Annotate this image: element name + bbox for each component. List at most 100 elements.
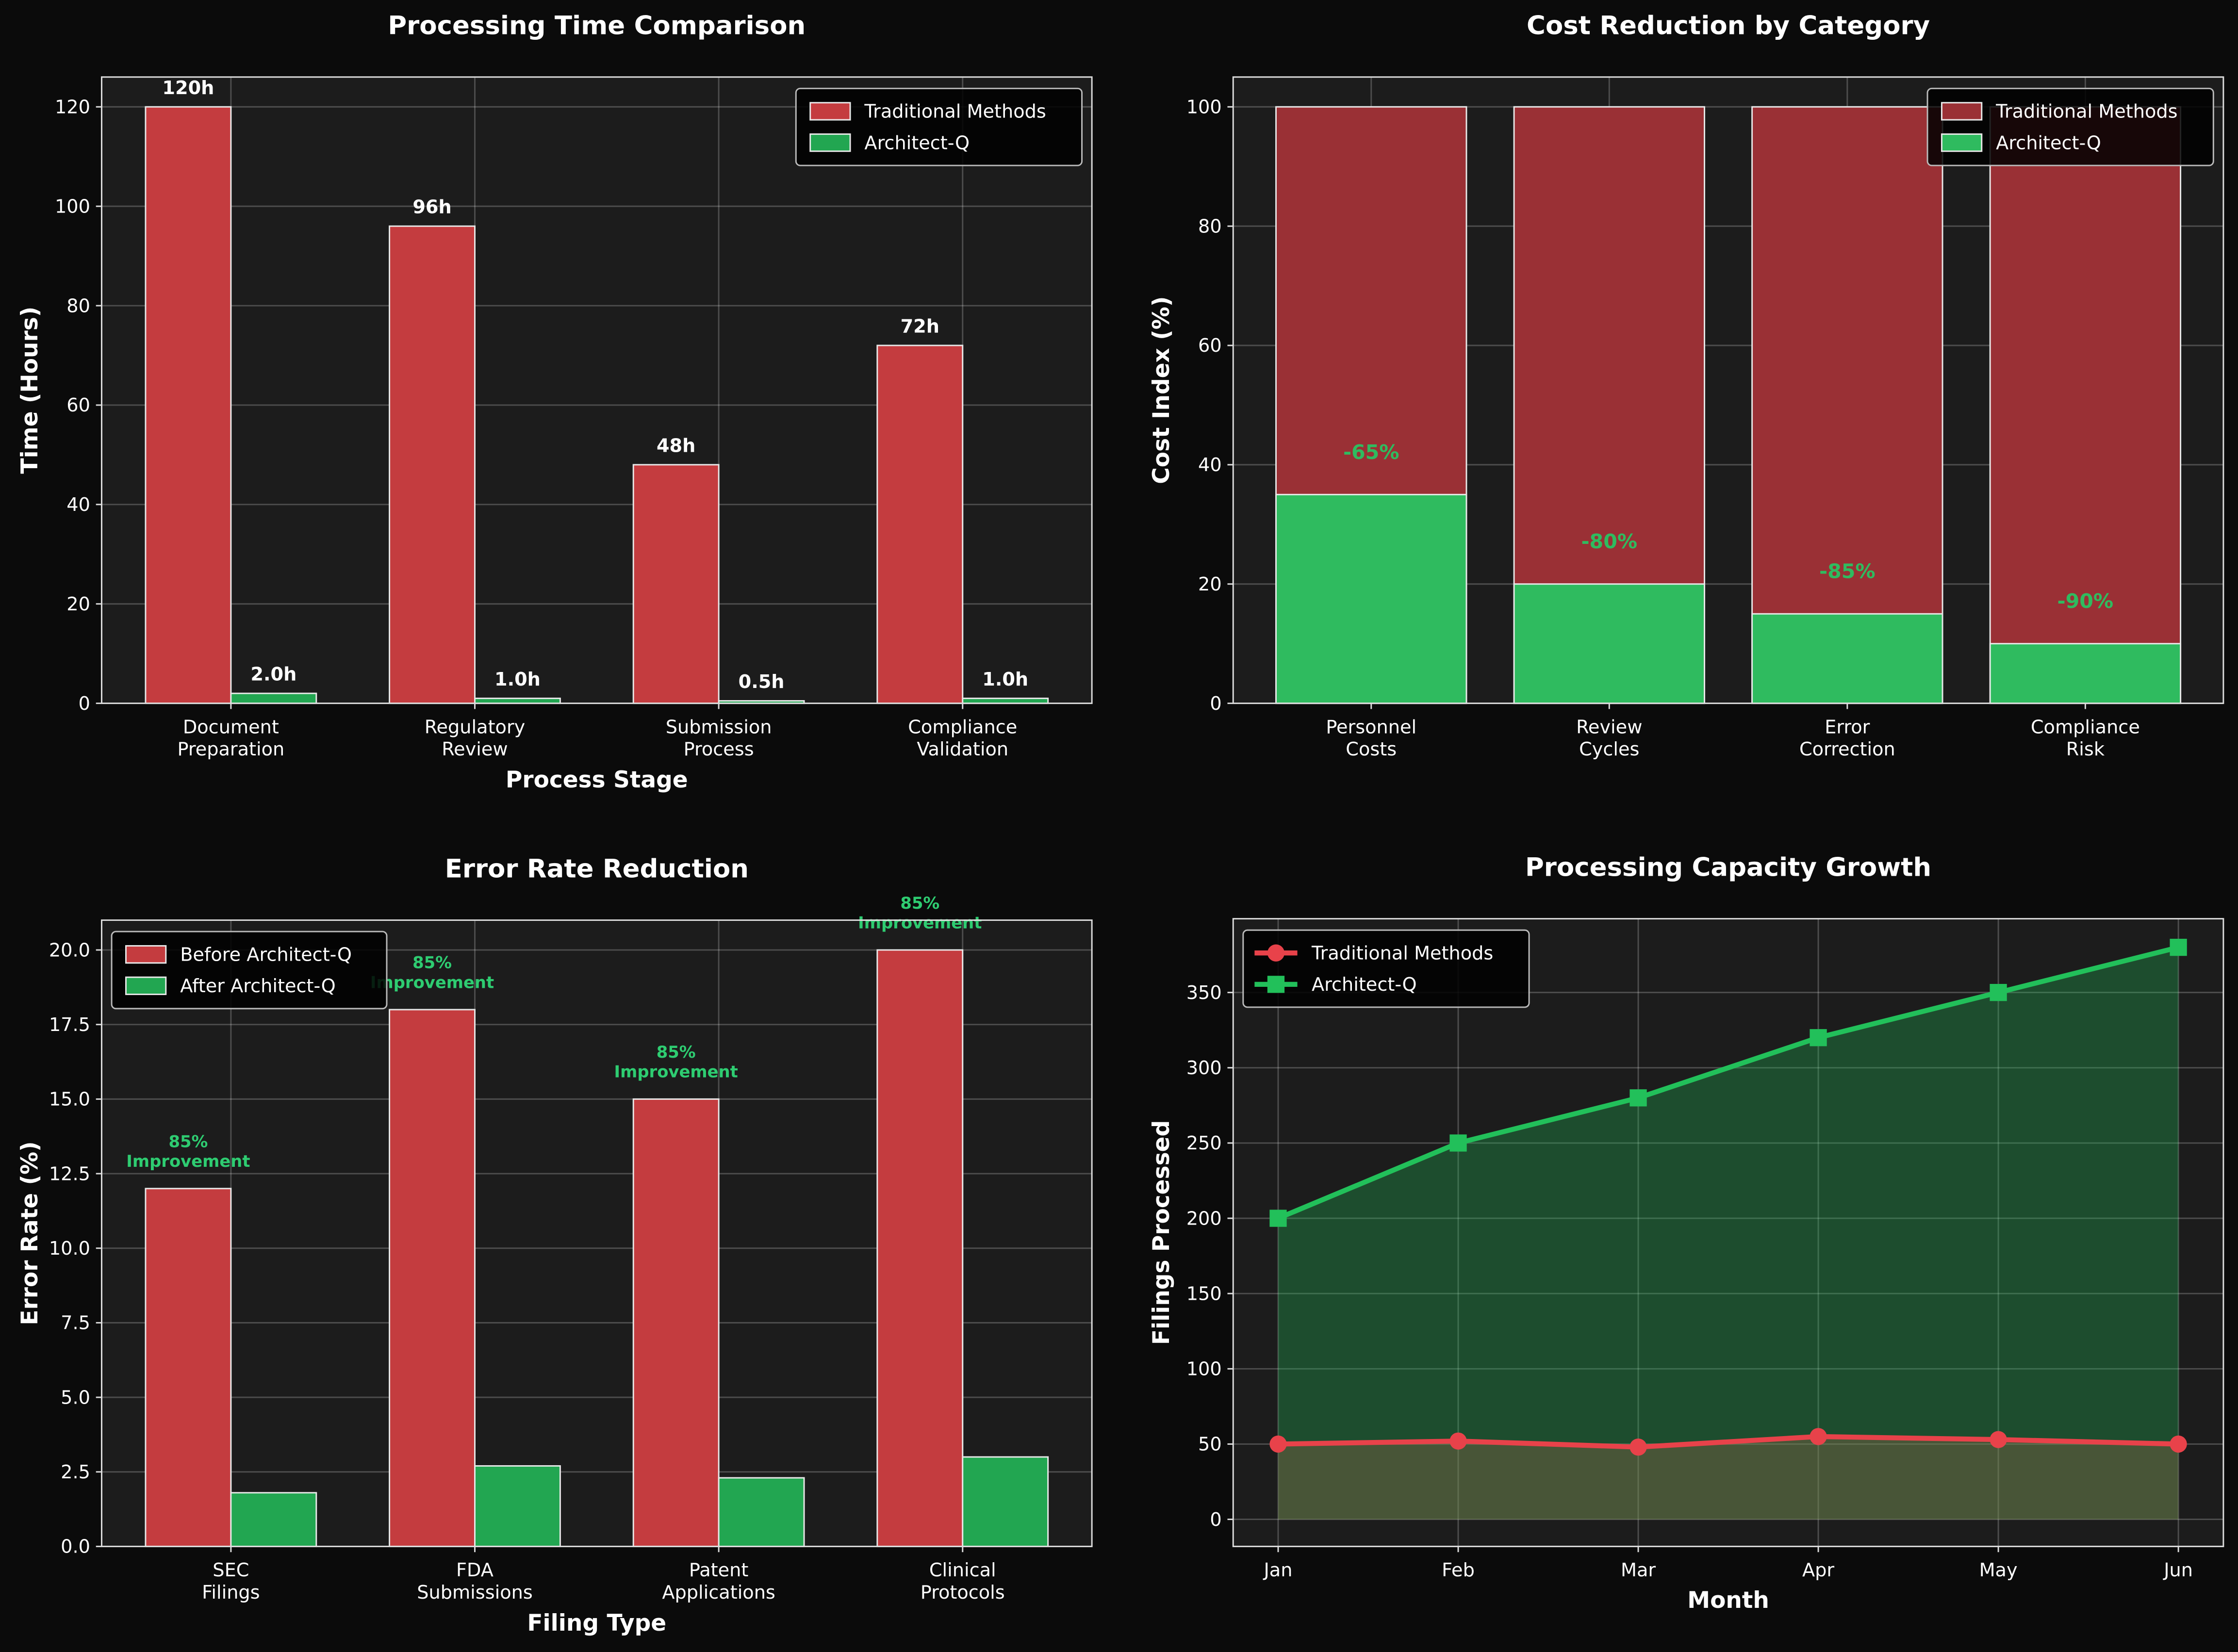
- y-tick-label: 20: [1198, 574, 1222, 595]
- y-tick-label: 200: [1186, 1208, 1222, 1229]
- marker: [1990, 1431, 2007, 1448]
- annotation: 85% Improvement: [126, 1132, 250, 1171]
- annotation: -80%: [1581, 530, 1637, 553]
- y-tick-label: 80: [66, 295, 90, 317]
- marker: [1990, 984, 2007, 1001]
- bar: [474, 697, 561, 704]
- legend-marker: [1267, 976, 1285, 993]
- annotation: 85% Improvement: [614, 1043, 738, 1081]
- bar: [230, 1492, 317, 1547]
- y-tick-label: 12.5: [49, 1163, 90, 1185]
- annotation: 85% Improvement: [858, 894, 982, 932]
- legend-label: After Architect-Q: [180, 976, 336, 997]
- y-axis-label: Error Rate (%): [16, 1141, 43, 1325]
- bar: [145, 1188, 232, 1547]
- legend-label: Traditional Methods: [1311, 943, 1493, 964]
- value-label: 2.0h: [250, 664, 296, 686]
- bar: [1751, 613, 1943, 704]
- y-tick-label: 2.5: [61, 1462, 90, 1483]
- y-tick-label: 50: [1198, 1434, 1222, 1456]
- bar: [632, 464, 720, 704]
- value-label: 72h: [901, 316, 939, 338]
- x-tick-label: Personnel Costs: [1326, 717, 1416, 760]
- x-tick-label: Jun: [2163, 1560, 2193, 1581]
- x-tick-label: Patent Applications: [662, 1560, 775, 1603]
- x-tick-label: Apr: [1802, 1560, 1834, 1581]
- y-tick-label: 5.0: [61, 1387, 90, 1408]
- plot-frame: [1232, 918, 2224, 1547]
- chart-title: Error Rate Reduction: [445, 854, 749, 883]
- x-axis-label: Filing Type: [527, 1610, 666, 1636]
- x-axis-label: Month: [1687, 1587, 1769, 1614]
- value-label: 1.0h: [494, 669, 541, 690]
- x-tick-label: Compliance Risk: [2031, 717, 2140, 760]
- annotation: -65%: [1343, 441, 1399, 464]
- x-tick-label: Error Correction: [1799, 717, 1895, 760]
- legend-swatch: [809, 102, 851, 121]
- y-tick-label: 0: [79, 693, 90, 715]
- area-fill: [1278, 1436, 2179, 1520]
- bar: [962, 697, 1049, 704]
- bar: [1989, 643, 2182, 704]
- annotation: 85% Improvement: [370, 953, 494, 992]
- x-tick-label: Submission Process: [666, 717, 772, 760]
- y-tick-label: 0.0: [61, 1537, 90, 1558]
- y-tick-label: 0: [1210, 1509, 1221, 1531]
- x-tick-label: Review Cycles: [1576, 717, 1642, 760]
- legend-label: Traditional Methods: [864, 101, 1046, 123]
- x-tick-label: SEC Filings: [202, 1560, 260, 1603]
- legend-box: [1926, 87, 2214, 166]
- legend-label: Traditional Methods: [1995, 101, 2177, 123]
- bar: [962, 1456, 1049, 1547]
- legend-label: Architect-Q: [864, 132, 970, 154]
- plot-frame: [101, 919, 1093, 1547]
- marker: [1449, 1134, 1467, 1152]
- legend-swatch: [125, 945, 167, 964]
- area-fill: [1278, 947, 2179, 1520]
- x-tick-label: Regulatory Review: [425, 717, 526, 760]
- bar: [1275, 493, 1467, 704]
- marker: [1810, 1428, 1827, 1445]
- marker: [1449, 1432, 1467, 1450]
- marker: [1629, 1438, 1647, 1456]
- bar: [876, 949, 964, 1547]
- bar: [718, 1477, 805, 1547]
- y-tick-label: 15.0: [49, 1089, 90, 1111]
- bar: [230, 692, 317, 704]
- y-tick-label: 0: [1210, 693, 1221, 715]
- marker: [1810, 1029, 1827, 1047]
- y-tick-label: 300: [1186, 1058, 1222, 1079]
- legend-swatch: [809, 133, 851, 152]
- marker: [2170, 1435, 2187, 1453]
- bar: [876, 344, 964, 704]
- legend-marker: [1267, 944, 1285, 962]
- y-tick-label: 40: [1198, 455, 1222, 476]
- bar: [145, 106, 232, 704]
- x-tick-label: May: [1979, 1560, 2018, 1581]
- y-tick-label: 20: [66, 594, 90, 615]
- marker: [2170, 938, 2187, 956]
- marker: [1629, 1089, 1647, 1107]
- value-label: 120h: [162, 78, 214, 99]
- legend-box: [111, 931, 388, 1010]
- x-tick-label: Jan: [1263, 1560, 1293, 1581]
- legend-box: [1242, 929, 1530, 1008]
- y-axis-label: Cost Index (%): [1148, 296, 1175, 484]
- y-tick-label: 100: [55, 196, 90, 217]
- value-label: 96h: [412, 197, 451, 218]
- x-tick-label: FDA Submissions: [417, 1560, 533, 1603]
- y-tick-label: 100: [1186, 97, 1222, 118]
- x-tick-label: Feb: [1442, 1560, 1475, 1581]
- plot-frame: [1232, 76, 2224, 704]
- chart-title: Processing Time Comparison: [388, 11, 806, 41]
- chart-title: Cost Reduction by Category: [1527, 11, 1930, 41]
- value-label: 0.5h: [739, 671, 785, 693]
- plot-frame: [101, 76, 1093, 704]
- bar: [632, 1098, 720, 1547]
- legend-box: [795, 87, 1083, 166]
- value-label: 1.0h: [982, 669, 1028, 690]
- annotation: -90%: [2057, 589, 2114, 613]
- y-axis-label: Time (Hours): [16, 307, 43, 474]
